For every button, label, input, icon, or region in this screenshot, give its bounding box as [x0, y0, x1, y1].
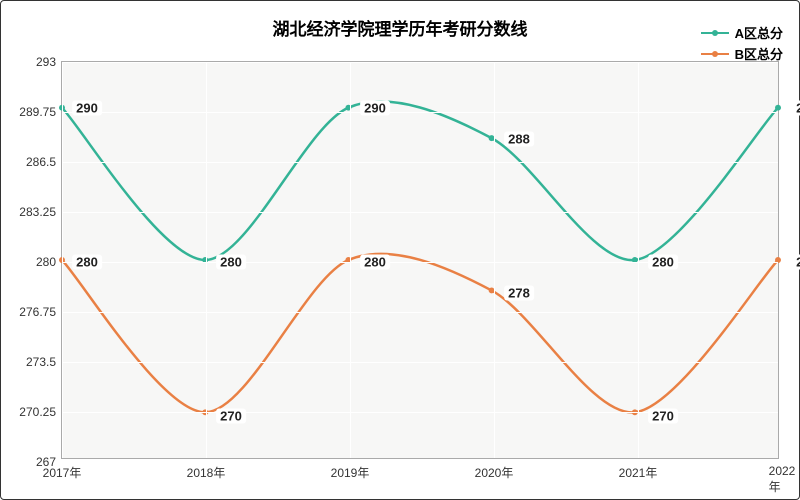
data-label: 280: [648, 255, 678, 270]
y-axis-label: 293: [36, 55, 56, 69]
legend-line-icon: [701, 53, 729, 55]
data-label: 270: [648, 408, 678, 423]
data-label: 290: [360, 101, 390, 116]
x-axis-label: 2019年: [331, 464, 370, 481]
x-axis-label: 2018年: [187, 464, 226, 481]
legend: A区总分B区总分: [701, 23, 783, 65]
x-gridline: [494, 62, 495, 458]
y-gridline: [62, 162, 778, 163]
y-axis-label: 283.25: [19, 205, 56, 219]
series-line: [62, 254, 778, 413]
data-label: 280: [216, 255, 246, 270]
y-gridline: [62, 462, 778, 463]
chart-title: 湖北经济学院理学历年考研分数线: [273, 15, 528, 40]
plot-area: 267270.25273.5276.75280283.25286.5289.75…: [61, 61, 779, 459]
data-label: 280: [72, 255, 102, 270]
y-axis-label: 286.5: [26, 155, 56, 169]
x-axis-label: 2021年: [619, 464, 658, 481]
legend-dot-icon: [712, 51, 718, 57]
y-gridline: [62, 112, 778, 113]
y-gridline: [62, 312, 778, 313]
x-gridline: [62, 62, 63, 458]
y-gridline: [62, 62, 778, 63]
legend-label: A区总分: [735, 23, 783, 42]
x-gridline: [350, 62, 351, 458]
legend-line-icon: [701, 32, 729, 34]
x-gridline: [206, 62, 207, 458]
x-axis-label: 2022年: [769, 464, 796, 495]
y-axis-label: 289.75: [19, 105, 56, 119]
legend-item: A区总分: [701, 23, 783, 42]
data-label: 290: [72, 101, 102, 116]
data-label: 290: [792, 101, 800, 116]
chart-container: 湖北经济学院理学历年考研分数线 A区总分B区总分 267270.25273.52…: [0, 0, 800, 500]
y-axis-label: 280: [36, 255, 56, 269]
data-point: [775, 105, 781, 111]
x-axis-label: 2017年: [43, 464, 82, 481]
y-axis-label: 276.75: [19, 305, 56, 319]
data-label: 288: [504, 131, 534, 146]
y-axis-label: 273.5: [26, 355, 56, 369]
data-label: 280: [360, 255, 390, 270]
data-label: 278: [504, 285, 534, 300]
series-line: [62, 102, 778, 261]
y-gridline: [62, 362, 778, 363]
x-gridline: [782, 62, 783, 458]
legend-dot-icon: [712, 30, 718, 36]
data-label: 270: [216, 408, 246, 423]
data-label: 280: [792, 255, 800, 270]
x-gridline: [638, 62, 639, 458]
y-gridline: [62, 212, 778, 213]
y-axis-label: 270.25: [19, 405, 56, 419]
x-axis-label: 2020年: [475, 464, 514, 481]
